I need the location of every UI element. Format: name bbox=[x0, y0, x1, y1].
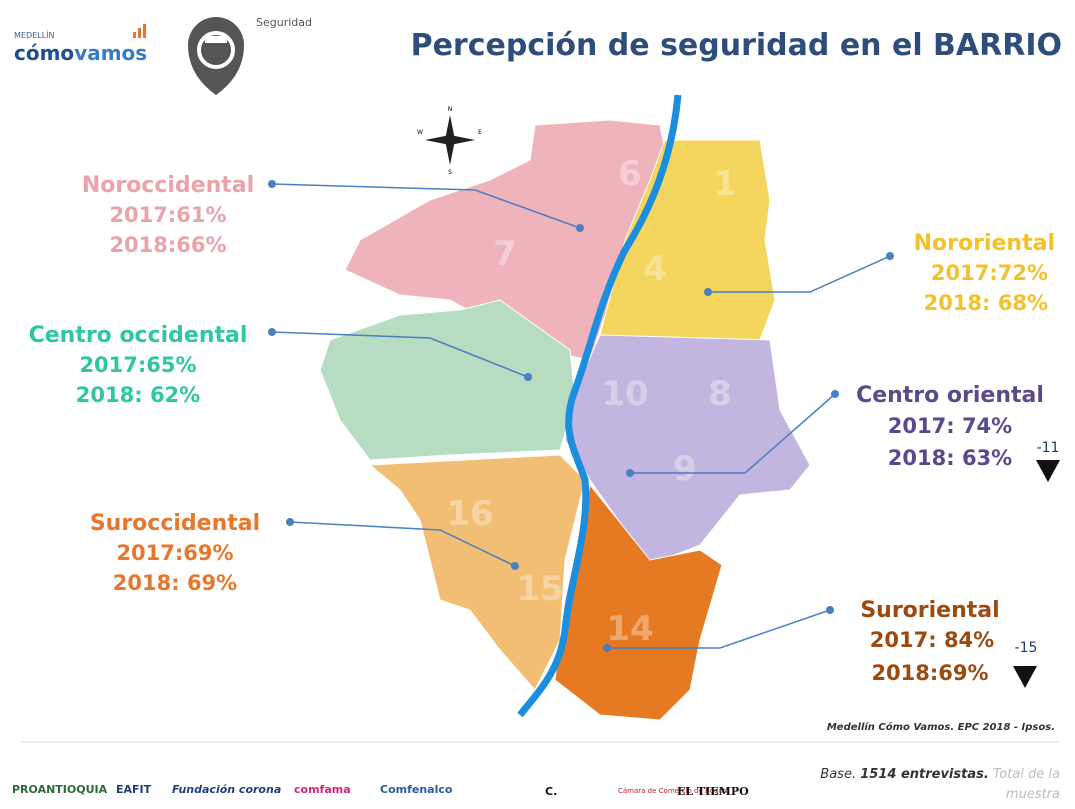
region-name: Centro oriental bbox=[856, 383, 1044, 408]
map-label: 1 bbox=[713, 164, 737, 204]
map-label: 9 bbox=[673, 449, 697, 489]
base: Base. 1514 entrevistas. Total de la bbox=[820, 767, 1060, 782]
region-value: 2017:65% bbox=[79, 353, 196, 377]
source: Medellín Cómo Vamos. EPC 2018 - Ipsos. bbox=[827, 721, 1055, 733]
map-label: 14 bbox=[606, 609, 653, 649]
base-total: Total de la bbox=[993, 767, 1060, 782]
region-value: 2018: 62% bbox=[76, 383, 200, 407]
section: Seguridad bbox=[256, 16, 312, 29]
brand-bars bbox=[133, 24, 146, 38]
base-count: 1514 entrevistas. bbox=[860, 767, 989, 782]
region-name: Suroccidental bbox=[90, 511, 260, 536]
sponsor: comfama bbox=[294, 783, 351, 796]
region-value: 2017:69% bbox=[116, 541, 233, 565]
base-label: Base. bbox=[820, 767, 856, 782]
compass-s: S bbox=[448, 169, 452, 176]
region-texts: Noroccidental 2017:61% 2018:66% Nororienta… bbox=[29, 173, 1060, 688]
sponsor: Cámara de Comercio de Bogotá bbox=[618, 787, 730, 795]
region-value: 2017:72% bbox=[931, 261, 1048, 285]
base-total: muestra bbox=[1006, 787, 1060, 802]
region-value: 2017:61% bbox=[109, 203, 226, 227]
sponsors: PROANTIOQUIA EAFIT Fundación corona comf… bbox=[12, 783, 749, 798]
down-arrow bbox=[1036, 460, 1060, 482]
map-label: 6 bbox=[618, 154, 642, 194]
region-name: Nororiental bbox=[914, 231, 1055, 256]
map-label: 15 bbox=[516, 569, 563, 609]
seguridad-icon bbox=[188, 17, 244, 95]
map bbox=[319, 94, 811, 721]
region-value: 2017: 74% bbox=[888, 414, 1012, 438]
compass-w: W bbox=[417, 129, 423, 136]
brand-b: vamos bbox=[74, 41, 147, 65]
region-value: 2018: 63% bbox=[888, 446, 1012, 470]
compass-n: N bbox=[448, 106, 453, 113]
river bbox=[517, 94, 682, 718]
map-label: 16 bbox=[446, 494, 493, 534]
compass: N S E W bbox=[417, 106, 482, 176]
sponsor: Fundación corona bbox=[172, 783, 281, 796]
region-name: Suroriental bbox=[860, 598, 999, 623]
region-value: 2018: 69% bbox=[113, 571, 237, 595]
nororiental-area bbox=[599, 139, 776, 341]
region-name: Noroccidental bbox=[82, 173, 254, 198]
sponsor: EAFIT bbox=[116, 783, 152, 796]
map-label: 8 bbox=[708, 374, 732, 414]
brand-a: cómo bbox=[14, 41, 74, 65]
sponsor: PROANTIOQUIA bbox=[12, 783, 108, 796]
city: MEDELLÍN bbox=[14, 29, 54, 40]
region-value: 2018:66% bbox=[109, 233, 226, 257]
brand: cómovamos bbox=[14, 41, 147, 65]
region-value: 2018:69% bbox=[871, 661, 988, 685]
change: -11 bbox=[1037, 440, 1060, 456]
map-label: 10 bbox=[601, 374, 648, 414]
sponsor: Comfenalco bbox=[380, 783, 453, 796]
map-label: 7 bbox=[493, 234, 517, 274]
region-value: 2017: 84% bbox=[870, 628, 994, 652]
region-name: Centro occidental bbox=[29, 323, 248, 348]
title: Percepción de seguridad en el BARRIO bbox=[411, 28, 1062, 63]
map-label: 4 bbox=[643, 249, 667, 289]
region-value: 2018: 68% bbox=[924, 291, 1048, 315]
change: -15 bbox=[1015, 640, 1038, 656]
compass-e: E bbox=[478, 129, 482, 136]
leaders bbox=[268, 180, 894, 652]
sponsor: EL TIEMPO bbox=[677, 785, 749, 798]
map-labels: 6 1 7 4 10 8 9 16 15 14 bbox=[446, 154, 737, 649]
sponsor: C. bbox=[545, 785, 557, 798]
down-arrow bbox=[1013, 666, 1037, 688]
